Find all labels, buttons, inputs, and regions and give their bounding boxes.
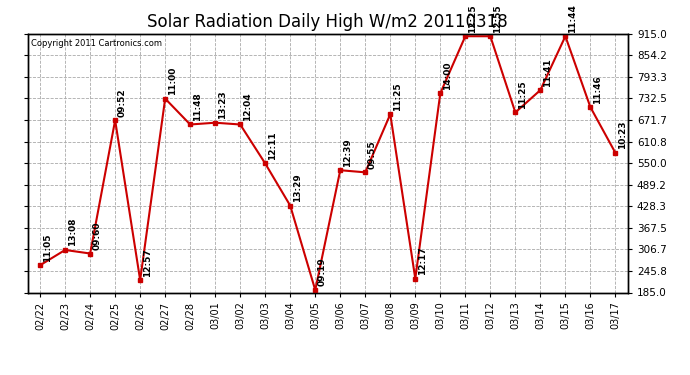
Text: Copyright 2011 Cartronics.com: Copyright 2011 Cartronics.com [30,39,161,48]
Text: 13:29: 13:29 [293,173,302,202]
Text: 11:25: 11:25 [393,82,402,111]
Text: 12:17: 12:17 [417,246,427,275]
Text: 13:08: 13:08 [68,218,77,246]
Text: 09:19: 09:19 [317,258,327,286]
Text: 12:25: 12:25 [468,4,477,33]
Text: 12:11: 12:11 [268,131,277,160]
Text: 13:23: 13:23 [217,90,227,119]
Text: 11:44: 11:44 [568,4,577,33]
Text: 12:04: 12:04 [243,92,252,121]
Text: 10:23: 10:23 [618,121,627,149]
Text: 09:52: 09:52 [117,88,127,117]
Text: 11:48: 11:48 [193,92,201,121]
Text: 11:00: 11:00 [168,67,177,95]
Text: 11:05: 11:05 [43,233,52,262]
Text: 12:57: 12:57 [143,248,152,276]
Text: 09:55: 09:55 [368,140,377,169]
Text: 12:55: 12:55 [493,4,502,33]
Text: 09:60: 09:60 [92,222,101,250]
Text: 11:25: 11:25 [518,80,527,109]
Text: 14:00: 14:00 [443,61,452,90]
Text: 11:46: 11:46 [593,75,602,104]
Text: 12:39: 12:39 [343,138,352,166]
Text: 11:41: 11:41 [543,58,552,87]
Title: Solar Radiation Daily High W/m2 20110318: Solar Radiation Daily High W/m2 20110318 [148,13,508,31]
